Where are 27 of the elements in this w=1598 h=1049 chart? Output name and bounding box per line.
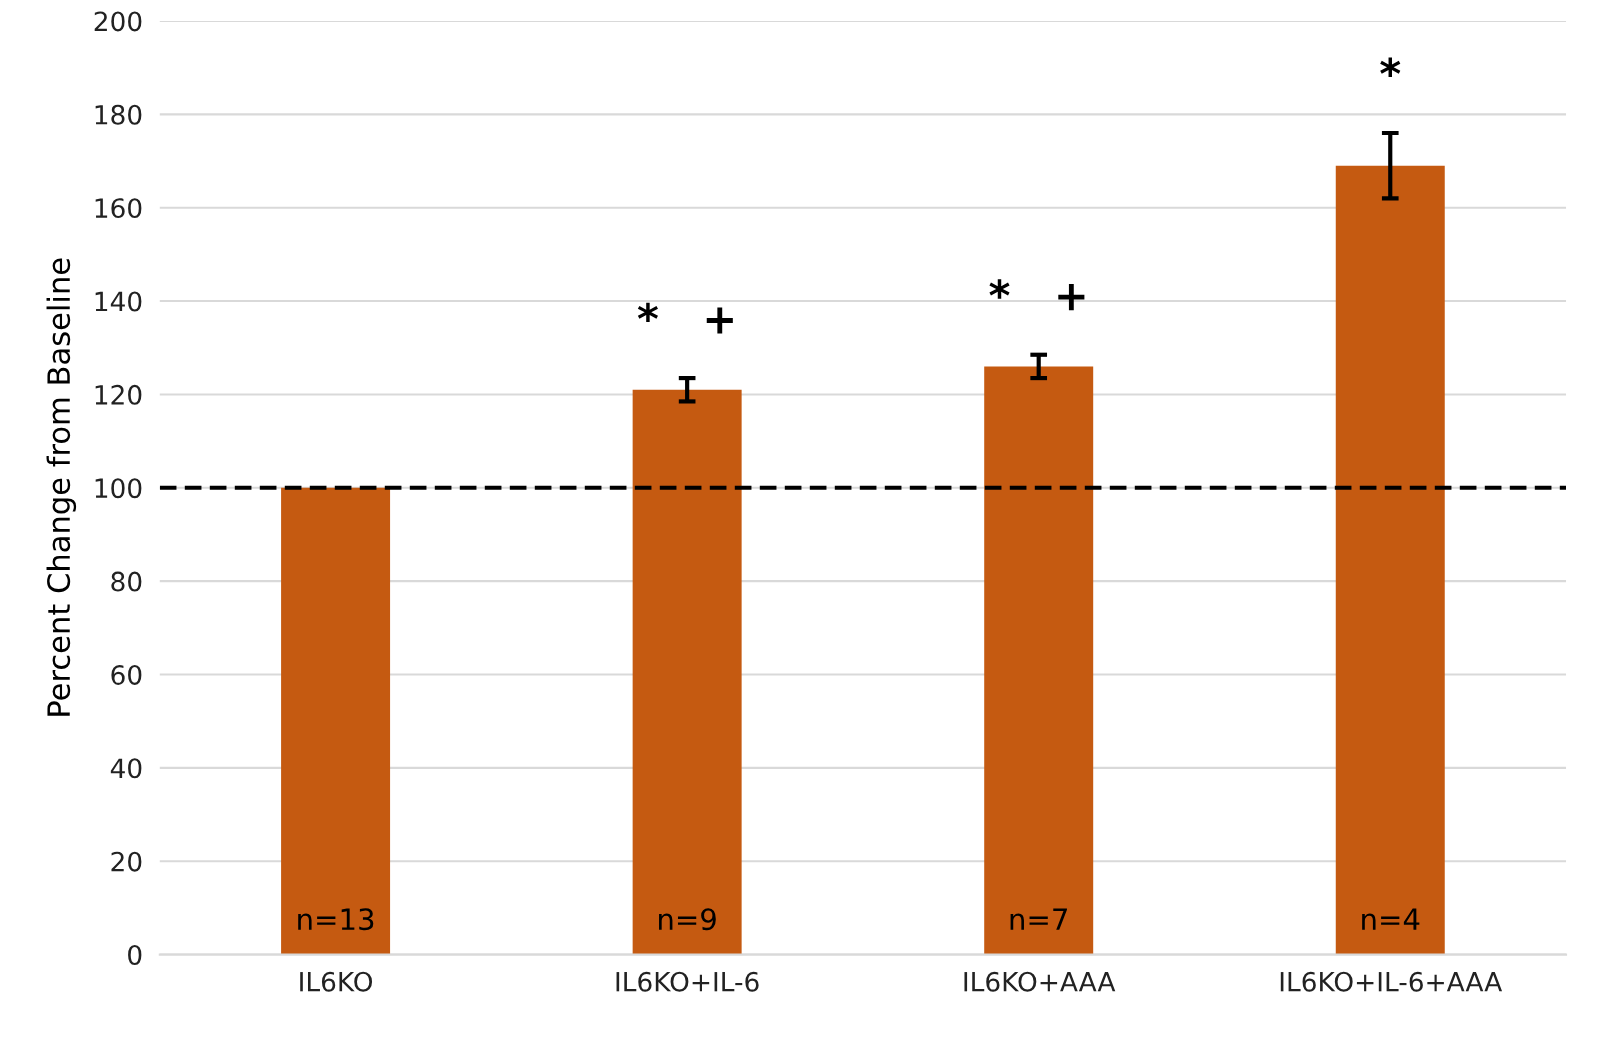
x-tick-label: IL6KO+AAA [964, 971, 1116, 992]
bar [632, 389, 742, 955]
y-tick-label: 20 [111, 851, 142, 872]
y-tick-label: 120 [95, 384, 142, 405]
annotation: n=9 [659, 908, 716, 931]
x-tick-label: IL6KO+IL-6+AAA [1280, 971, 1503, 992]
bar [1335, 165, 1445, 955]
y-tick-label: 140 [95, 291, 142, 312]
y-tick-label: 100 [95, 478, 142, 499]
y-tick-label: 180 [95, 104, 142, 125]
bar [984, 366, 1094, 955]
y-tick-label: 0 [128, 945, 142, 965]
y-tick-label: 60 [111, 664, 142, 685]
annotation: * + [637, 302, 733, 334]
x-tick-label: IL6KO [300, 971, 373, 992]
bar [281, 487, 391, 955]
y-tick-label: 200 [94, 11, 142, 32]
y-tick-label: 40 [110, 758, 142, 779]
y-axis-title: Percent Change from Baseline [46, 258, 77, 716]
annotation: n=13 [298, 908, 374, 931]
y-tick-label: 80 [111, 571, 142, 592]
y-tick-label: 160 [95, 198, 142, 219]
annotation: n=4 [1362, 908, 1420, 930]
annotation: * + [989, 279, 1085, 311]
annotation: n=7 [1010, 908, 1067, 930]
annotation: * [1380, 57, 1401, 77]
x-tick-label: IL6KO+IL-6 [616, 971, 759, 992]
